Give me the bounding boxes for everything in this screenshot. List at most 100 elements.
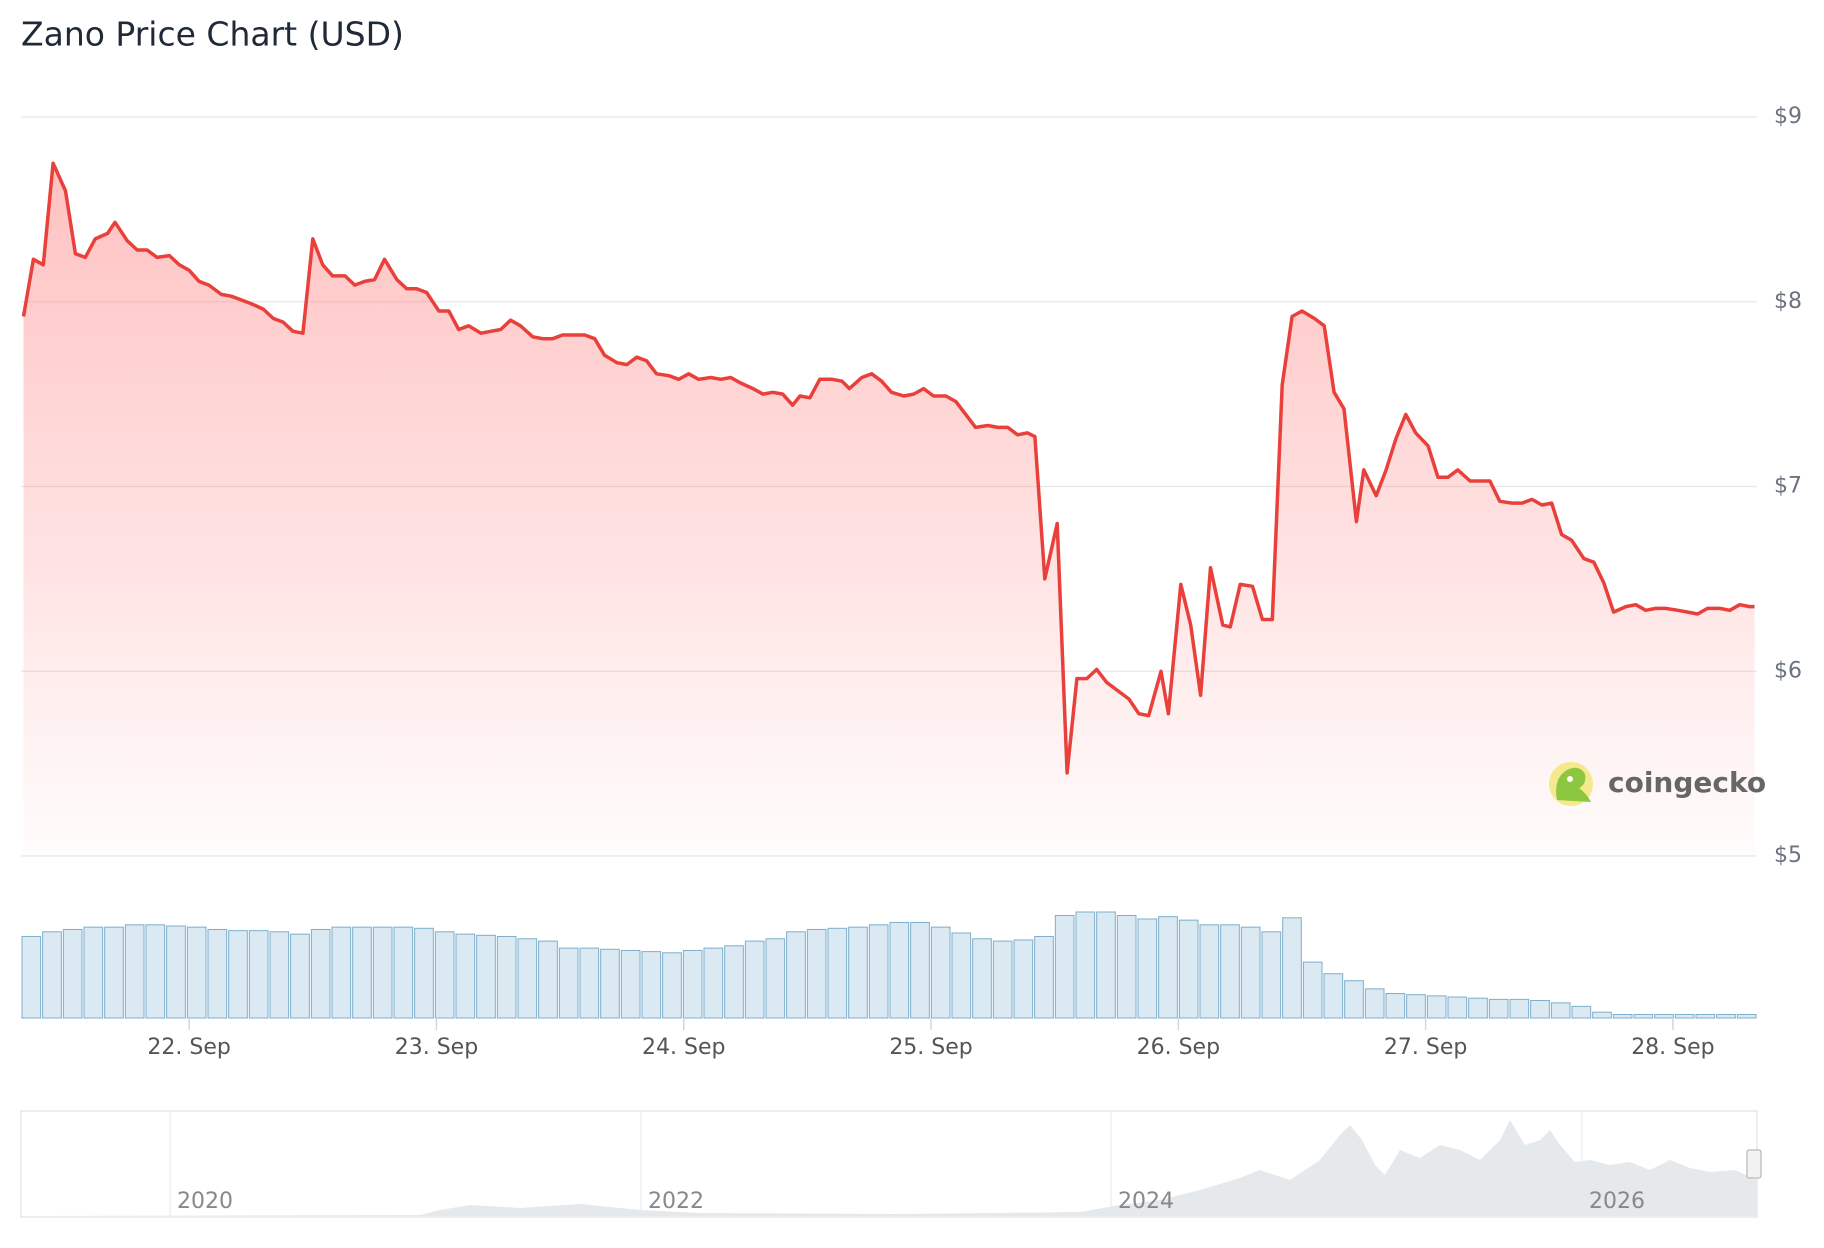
x-tick-label: 26. Sep [1137, 1035, 1220, 1060]
volume-bar [124, 924, 145, 1019]
volume-bar [744, 940, 765, 1019]
navigator-label: 2020 [177, 1189, 233, 1214]
watermark-text: coingecko [1608, 766, 1766, 799]
volume-bar [889, 921, 910, 1019]
volume-bar [207, 928, 228, 1019]
x-tick-label: 23. Sep [395, 1035, 478, 1060]
chart-title: Zano Price Chart (USD) [21, 15, 404, 54]
volume-bar [62, 928, 83, 1019]
volume-bar [1674, 1014, 1695, 1019]
volume-bar [1736, 1014, 1757, 1019]
volume-bar [1612, 1014, 1633, 1019]
volume-bar [765, 938, 786, 1019]
navigator-label: 2024 [1118, 1189, 1174, 1214]
y-tick-label: $7 [1774, 474, 1802, 499]
volume-bar [848, 926, 868, 1019]
volume-bar [662, 952, 682, 1019]
x-tick-label: 24. Sep [642, 1035, 725, 1060]
volume-bar [1178, 919, 1199, 1019]
navigator-handle[interactable] [1746, 1149, 1762, 1179]
navigator-label: 2026 [1589, 1189, 1645, 1214]
volume-bar [1592, 1011, 1612, 1019]
volume-bar [1096, 911, 1116, 1019]
volume-bar [682, 949, 703, 1019]
volume-bar [1633, 1014, 1654, 1019]
volume-bar [1716, 1014, 1736, 1019]
volume-bar [1054, 914, 1075, 1019]
logo-eye [1567, 776, 1573, 782]
x-tick-label: 22. Sep [147, 1035, 230, 1060]
volume-bar [1426, 995, 1447, 1019]
volume-bar [1530, 1000, 1550, 1019]
volume-bar [1220, 924, 1240, 1019]
volume-bar [703, 947, 724, 1019]
volume-bar [496, 935, 517, 1019]
volume-bar [641, 951, 662, 1019]
navigator-label: 2022 [648, 1189, 704, 1214]
volume-bar [166, 925, 186, 1019]
volume-bar [331, 926, 352, 1019]
price-area [23, 163, 1755, 856]
volume-bar [290, 933, 310, 1019]
volume-bar [1550, 1002, 1571, 1019]
volume-bar [538, 940, 558, 1019]
volume-bar [1282, 917, 1302, 1019]
volume-bar [352, 926, 372, 1019]
volume-bar [1344, 980, 1364, 1019]
volume-bar [1034, 935, 1054, 1019]
volume-bar [1199, 924, 1220, 1019]
volume-bar [910, 921, 930, 1019]
volume-bar [1137, 918, 1158, 1019]
volume-bar [827, 927, 848, 1019]
volume-bar [393, 926, 414, 1019]
volume-bar [414, 927, 434, 1019]
volume-bar [434, 931, 455, 1019]
volume-bar [1447, 996, 1468, 1019]
navigator: 2020 2022 2024 2026 [20, 1110, 1762, 1218]
volume-bar [1013, 939, 1034, 1019]
volume-bar [145, 924, 166, 1019]
volume-bar [620, 949, 641, 1019]
volume-bar [600, 948, 620, 1019]
volume-bar [1116, 914, 1137, 1019]
y-tick-label: $9 [1774, 104, 1802, 129]
volume-bar [951, 932, 972, 1019]
volume-bar [517, 938, 538, 1019]
volume-bar [228, 930, 248, 1019]
volume-bar [972, 938, 992, 1019]
watermark: coingecko [1549, 762, 1766, 806]
volume-bar [724, 945, 744, 1019]
volume-bar [476, 934, 496, 1019]
price-line [21, 161, 1755, 775]
volume-bar [930, 926, 951, 1019]
logo-gecko [1556, 767, 1591, 802]
volume-bar [1158, 916, 1178, 1019]
volume-bar [1385, 993, 1406, 1019]
y-tick-label: $8 [1774, 289, 1802, 314]
volume-bar [186, 926, 207, 1019]
volume-bar [1261, 931, 1282, 1019]
volume-bar [1695, 1014, 1716, 1019]
volume-bar [104, 926, 124, 1019]
volume-bar [1364, 988, 1385, 1019]
volume-bar [558, 947, 579, 1019]
volume-bar [1323, 973, 1344, 1019]
volume-bar [1240, 926, 1261, 1019]
volume-bar [1075, 911, 1096, 1019]
volume-bar [248, 930, 269, 1019]
y-tick-label: $5 [1774, 843, 1802, 868]
volume-bar [372, 926, 393, 1019]
volume-bar [269, 931, 290, 1019]
volume-bar [579, 947, 600, 1019]
volume-bar [1468, 997, 1488, 1019]
volume-bar [455, 933, 476, 1019]
volume-bar [1406, 994, 1426, 1019]
volume-bar [21, 935, 42, 1019]
volume-bar [310, 928, 331, 1019]
volume-bar [1488, 998, 1509, 1019]
x-tick-label: 27. Sep [1384, 1035, 1467, 1060]
volume-bar [83, 926, 104, 1019]
volume-bar [806, 928, 827, 1019]
volume-bar [1509, 998, 1530, 1019]
